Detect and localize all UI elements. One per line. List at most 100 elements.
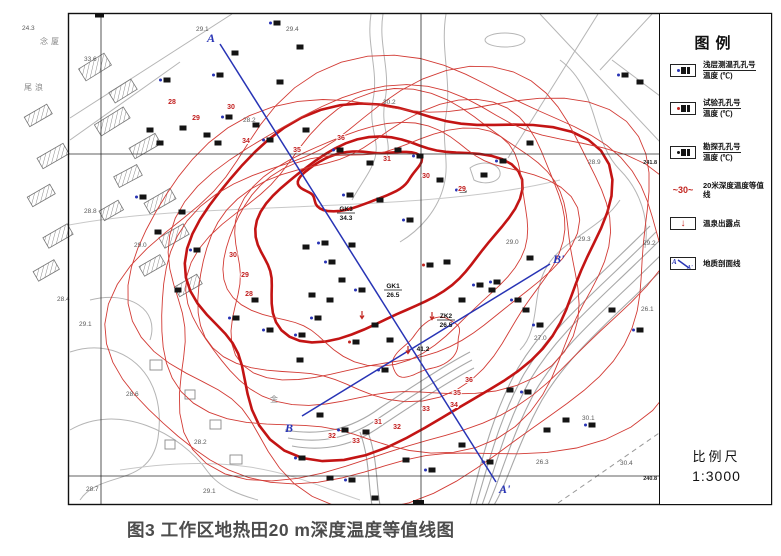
borehole-marker	[296, 357, 304, 363]
spot-value-label: 29.0	[134, 242, 147, 249]
contour-value-label: 31	[383, 156, 391, 163]
borehole-dot	[402, 218, 405, 222]
svg-text:A: A	[671, 258, 677, 266]
borehole-marker	[436, 177, 444, 183]
borehole-dot	[422, 263, 425, 267]
borehole-marker	[348, 477, 356, 483]
borehole-marker	[381, 367, 389, 373]
borehole-markers	[135, 20, 644, 501]
borehole-marker	[526, 255, 534, 261]
spot-value-label: 28.4	[57, 296, 70, 303]
borehole-marker	[499, 158, 507, 164]
borehole-dot	[377, 368, 380, 372]
named-borehole-labels: GK1 26.5 ZK2 26.5 GK3 34.3 41.2	[337, 206, 455, 353]
spot-value-label: 33.6	[84, 56, 97, 63]
borehole-dot	[520, 390, 523, 394]
borehole-marker	[522, 307, 530, 313]
borehole-marker	[298, 332, 306, 338]
contour-value-label: 30	[422, 173, 430, 180]
temperature-contour-33	[230, 121, 581, 381]
borehole-marker	[514, 297, 522, 303]
contour-value-label: 36	[465, 377, 473, 384]
borehole-dot	[262, 138, 265, 142]
borehole-dot	[354, 288, 357, 292]
borehole-marker	[458, 442, 466, 448]
shallow-hole-symbol	[670, 63, 696, 77]
borehole-marker	[179, 125, 187, 131]
borehole-marker	[139, 194, 147, 200]
temperature-contour-31	[185, 88, 580, 406]
borehole-marker	[266, 137, 274, 143]
borehole-dot	[221, 115, 224, 119]
borehole-marker	[366, 160, 374, 166]
temperature-contour-28	[167, 84, 659, 482]
scale-label: 比例尺	[692, 449, 741, 464]
borehole-marker	[225, 114, 233, 120]
spot-value-label: 28.8	[84, 208, 97, 215]
borehole-dot	[159, 78, 162, 82]
borehole-temp-label: 34.3	[340, 215, 353, 222]
borehole-marker	[216, 72, 224, 78]
borehole-dot	[495, 159, 498, 163]
contour-value-label: 30	[229, 252, 237, 259]
borehole-name-label: GK1	[386, 283, 400, 290]
place-name-label: 金	[270, 394, 281, 404]
svg-text:A': A'	[686, 265, 693, 270]
borehole-marker	[276, 79, 284, 85]
borehole-marker	[308, 292, 316, 298]
borehole-marker	[526, 140, 534, 146]
borehole-marker	[524, 389, 532, 395]
place-name-label: 尾浪	[24, 82, 46, 92]
borehole-dot	[310, 316, 313, 320]
borehole-marker	[146, 127, 154, 133]
borehole-marker	[488, 287, 496, 293]
borehole-marker	[328, 259, 336, 265]
small-structures	[149, 359, 243, 465]
borehole-marker	[316, 412, 324, 418]
borehole-dot	[348, 340, 351, 344]
borehole-marker	[536, 322, 544, 328]
borehole-marker	[193, 247, 201, 253]
borehole-marker	[214, 140, 222, 146]
borehole-marker	[371, 495, 379, 501]
borehole-marker	[480, 172, 488, 178]
borehole-dot	[424, 468, 427, 472]
legend-title: 图例	[694, 35, 737, 52]
borehole-marker	[428, 467, 436, 473]
temperature-contour-26	[104, 54, 659, 485]
borehole-marker	[562, 417, 570, 423]
section-line-symbol: A A'	[670, 257, 696, 270]
borehole-dot	[337, 428, 340, 432]
section-line-mini-icon: A A'	[671, 258, 693, 270]
contour-value-label: 29	[241, 272, 249, 279]
spot-value-label: 28.6	[126, 391, 139, 398]
temperature-contours	[104, 54, 659, 504]
borehole-marker	[402, 457, 410, 463]
place-name-label: 念厦	[40, 36, 62, 46]
borehole-marker	[394, 147, 402, 153]
borehole-marker	[163, 77, 171, 83]
hot-spring-symbol: ↓	[670, 217, 696, 230]
borehole-marker	[443, 259, 451, 265]
borehole-marker	[178, 209, 186, 215]
borehole-dot	[342, 193, 345, 197]
hot-spring-icons	[359, 311, 435, 355]
spot-value-label: 29.0	[506, 239, 519, 246]
borehole-marker	[231, 50, 239, 56]
borehole-marker	[608, 307, 616, 313]
spot-value-label: 27.0	[534, 335, 547, 342]
borehole-marker	[326, 475, 334, 481]
borehole-temp-label: 26.5	[387, 292, 400, 299]
contour-value-label: 34	[242, 138, 250, 145]
legend-panel: 图例 浅层测温孔孔号 温度 (℃) 试验孔孔号 温度 (℃) 勘探孔孔号 温度 …	[659, 13, 772, 505]
temperature-contour-36	[392, 316, 460, 378]
borehole-marker	[341, 427, 349, 433]
borehole-marker	[476, 282, 484, 288]
spot-value-label: 29.1	[196, 26, 209, 33]
borehole-marker	[459, 187, 467, 193]
building-blocks	[23, 52, 203, 298]
borehole-marker	[352, 339, 360, 345]
contour-value-label: 36	[337, 135, 345, 142]
legend-item-test-hole: 试验孔孔号 温度 (℃)	[668, 98, 741, 118]
temperature-contour-27	[127, 97, 650, 504]
